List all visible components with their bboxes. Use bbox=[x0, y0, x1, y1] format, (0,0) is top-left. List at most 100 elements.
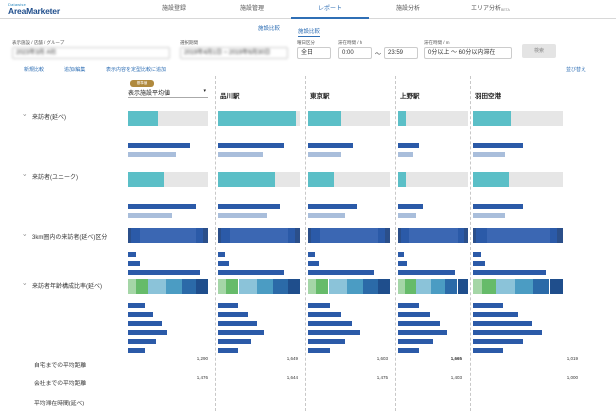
bar bbox=[398, 152, 414, 157]
bar bbox=[308, 270, 375, 275]
base-select[interactable]: 表示施設平均値 ▾ bbox=[128, 88, 208, 98]
bar bbox=[398, 330, 447, 335]
work-dist-haneda: 1,000 bbox=[566, 375, 578, 380]
stacked-bar bbox=[316, 279, 329, 294]
period-picker[interactable]: 2019年4月1日 ~ 2019年6月30日 bbox=[180, 47, 288, 59]
bar bbox=[128, 252, 136, 257]
bar bbox=[473, 330, 543, 335]
sub-tabs: 施設比較 施設比較 bbox=[0, 19, 616, 37]
work-dist-tokyo: 1,475 bbox=[376, 375, 388, 380]
bar bbox=[308, 143, 354, 148]
stacked-bar bbox=[128, 111, 159, 126]
bar bbox=[473, 303, 503, 308]
bar bbox=[218, 143, 284, 148]
nav-tab-report[interactable]: レポート bbox=[291, 0, 369, 19]
stacked-bar bbox=[482, 279, 496, 294]
bar bbox=[398, 339, 433, 344]
stacked-bar bbox=[457, 279, 468, 294]
home-dist-tokyo: 1,603 bbox=[376, 356, 388, 361]
metric-home-distance: 自宅までの平均距離 bbox=[34, 363, 87, 369]
nav-tab-analysis[interactable]: 施設分析 bbox=[395, 6, 420, 12]
nav-tab-register[interactable]: 施設登録 bbox=[161, 6, 186, 12]
nav-tab-area[interactable]: エリア分析 BETA bbox=[447, 0, 525, 19]
bar bbox=[398, 261, 408, 266]
column-divider bbox=[215, 76, 216, 411]
column-divider bbox=[470, 76, 471, 411]
home-dist-haneda: 1,019 bbox=[566, 356, 578, 361]
day-select[interactable]: 全日 bbox=[297, 47, 331, 59]
section-age[interactable]: 来訪者年齢構成比率(延べ) bbox=[32, 284, 102, 290]
bar bbox=[218, 261, 230, 266]
nav-tab-manage[interactable]: 施設管理 bbox=[239, 6, 264, 12]
section-unique[interactable]: 来訪者(ユニーク) bbox=[32, 175, 78, 181]
sort-link[interactable]: 並び替え bbox=[566, 67, 587, 73]
stacked-bar bbox=[287, 279, 300, 294]
bar bbox=[128, 152, 176, 157]
stacked-bar bbox=[398, 172, 407, 187]
bar bbox=[218, 339, 251, 344]
bar bbox=[218, 330, 264, 335]
stacked-bar bbox=[398, 279, 405, 294]
bar bbox=[398, 312, 430, 317]
bar bbox=[128, 312, 154, 317]
bar bbox=[128, 143, 191, 148]
chevron-down-icon[interactable]: › bbox=[21, 283, 27, 285]
base-badge: 基準値 bbox=[130, 80, 154, 87]
stacked-bar bbox=[165, 279, 182, 294]
bar bbox=[473, 312, 518, 317]
add-edit-link[interactable]: 追加/編集 bbox=[64, 67, 86, 73]
save-template-link[interactable]: 表示内容を定型比較に追加 bbox=[106, 67, 167, 73]
bar bbox=[308, 303, 331, 308]
bar bbox=[473, 143, 523, 148]
stacked-bar bbox=[128, 172, 164, 187]
column-header-tokyo: 東京駅 bbox=[310, 93, 330, 100]
section-visitors[interactable]: 来訪者(延べ) bbox=[32, 115, 66, 121]
stacked-bar bbox=[377, 279, 390, 294]
brand-name: AreaMarketer bbox=[8, 6, 60, 16]
comparison-grid: 基準値 表示施設平均値 ▾ 品川駅 東京駅 上野駅 羽田空港 › 来訪者(延べ) … bbox=[0, 76, 616, 411]
stacked-bar bbox=[196, 279, 208, 294]
bar bbox=[218, 152, 264, 157]
chevron-down-icon[interactable]: › bbox=[21, 234, 27, 236]
stacked-bar bbox=[444, 279, 458, 294]
stacked-bar bbox=[495, 279, 516, 294]
bar bbox=[473, 321, 533, 326]
section-within-3km[interactable]: 3km圏内の来訪者(延べ)区分 bbox=[32, 235, 108, 241]
search-button[interactable]: 検索 bbox=[522, 44, 556, 58]
chevron-down-icon[interactable]: › bbox=[21, 114, 27, 116]
group-select[interactable]: 2023年3月 A社 bbox=[12, 47, 170, 59]
stacked-bar bbox=[515, 279, 534, 294]
stacked-bar bbox=[272, 279, 288, 294]
stacked-bar bbox=[430, 279, 445, 294]
stacked-bar bbox=[148, 279, 166, 294]
filter-day: 曜日区分 全日 bbox=[297, 40, 333, 62]
app-logo[interactable]: Datawise AreaMarketer bbox=[8, 2, 72, 17]
filter-group: 表示施設 / 店舗 / グループ 2023年3月 A社 bbox=[12, 40, 172, 62]
home-dist-shinagawa: 1,649 bbox=[286, 356, 298, 361]
subtab-facility[interactable]: 施設比較 bbox=[298, 29, 321, 37]
time-from-select[interactable]: 0:00 bbox=[338, 47, 372, 59]
stacked-bar bbox=[308, 111, 341, 126]
bar bbox=[128, 303, 145, 308]
bar bbox=[473, 204, 523, 209]
stacked-bar bbox=[473, 172, 509, 187]
bar bbox=[218, 303, 238, 308]
work-dist-base: 1,476 bbox=[196, 375, 208, 380]
stay-select[interactable]: 0分以上 〜 60分以内滞在 bbox=[424, 47, 512, 59]
bar bbox=[398, 213, 416, 218]
bar bbox=[128, 261, 140, 266]
stacked-bar-bg bbox=[398, 172, 468, 187]
column-header-shinagawa: 品川駅 bbox=[220, 93, 240, 100]
stacked-bar bbox=[549, 279, 563, 294]
stacked-bar bbox=[218, 279, 227, 294]
bar bbox=[398, 270, 455, 275]
stacked-bar bbox=[398, 111, 407, 126]
chevron-down-icon[interactable]: › bbox=[21, 174, 27, 176]
subtab-compare[interactable]: 施設比較 bbox=[258, 26, 281, 32]
metric-work-distance: 会社までの平均距離 bbox=[34, 381, 87, 387]
bar bbox=[308, 252, 316, 257]
stacked-bar bbox=[415, 279, 431, 294]
time-to-select[interactable]: 23:59 bbox=[384, 47, 418, 59]
new-compare-link[interactable]: 新規比較 bbox=[24, 67, 45, 73]
chevron-down-icon: ▾ bbox=[203, 88, 206, 94]
